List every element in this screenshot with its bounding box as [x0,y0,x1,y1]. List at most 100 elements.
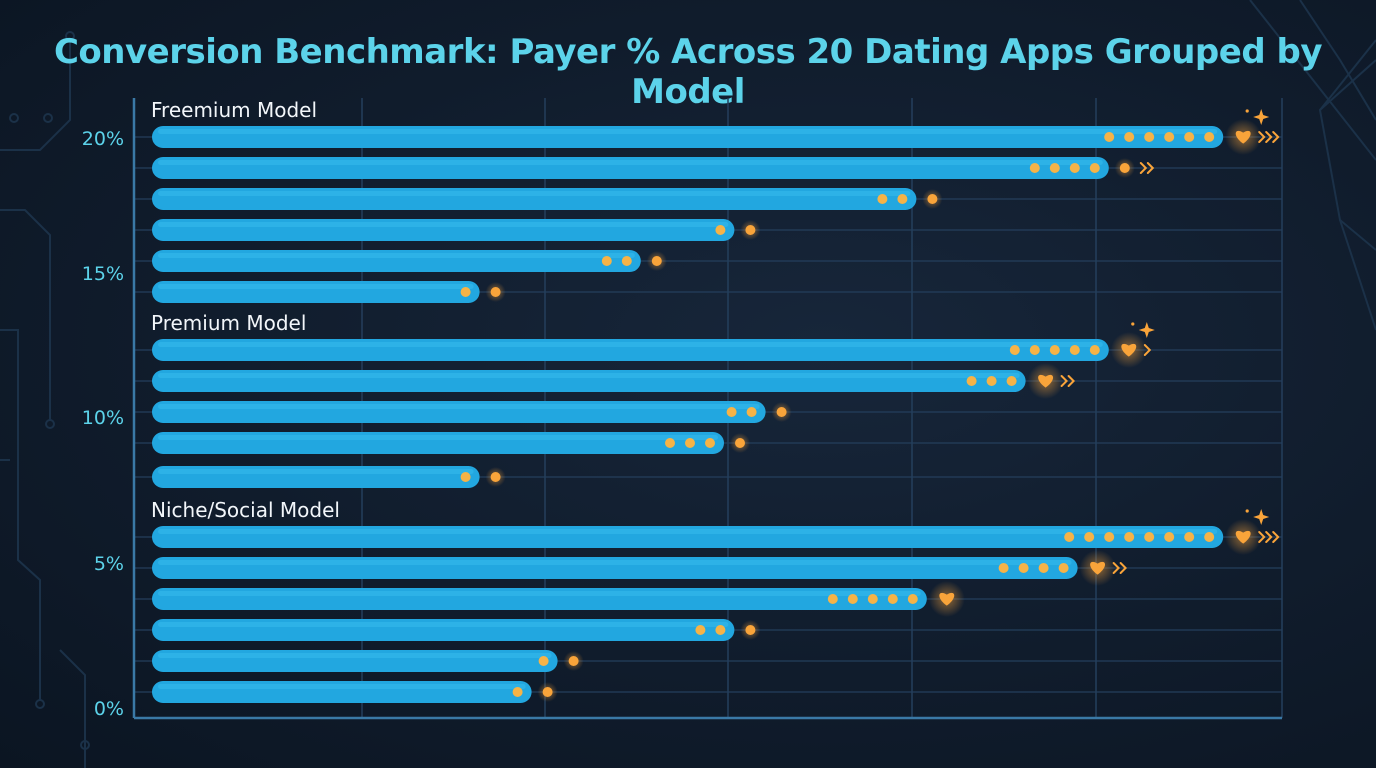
bar [152,401,766,423]
bar-shine [158,684,526,689]
bar-shine [158,129,1218,134]
bar-dot [966,376,977,386]
chevron-icon [1119,562,1128,574]
bar-dot [986,376,997,386]
chart-title: Conversion Benchmark: Payer % Across 20 … [53,32,1323,112]
bar-dot [1204,532,1215,542]
bar-dot [907,594,918,604]
bar-dot [1049,345,1060,355]
bar-dot [1144,532,1155,542]
chevron-icon [1258,131,1266,143]
bar-dot [1006,376,1017,386]
bar-dot [621,256,632,266]
chevron-icon [1143,344,1152,356]
bar-dot [1089,345,1100,355]
bar-dot [887,594,898,604]
heart-icon [1235,130,1251,144]
bar-shine [158,342,1103,347]
bar-dot [1184,132,1195,142]
bar-shine [158,469,474,474]
bar-dot [1064,532,1075,542]
bar-dot [460,472,471,482]
bar-shine [158,622,729,627]
bars [152,126,1224,703]
bar-shine [158,435,718,440]
bar-dot [998,563,1009,573]
heart-icon [1121,343,1137,357]
bar-dot [1038,563,1049,573]
end-dot [1119,163,1130,173]
bar [152,681,532,703]
end-dot [776,407,787,417]
bar-dot [1018,563,1029,573]
bar-shine [158,253,635,258]
bar-dot [726,407,737,417]
bar-dot [1058,563,1069,573]
bar-dot [877,194,888,204]
bar-dot [695,625,706,635]
heart-icon [1090,561,1106,575]
end-dot [542,687,553,697]
group-labels: Freemium Model Premium Model Niche/Social … [151,98,340,522]
bar [152,588,927,610]
chevron-icon [1146,162,1155,174]
bar [152,188,917,210]
chevron-icon [1272,131,1280,143]
bar-decorations [460,109,1280,702]
group-label: Freemium Model [151,98,317,122]
bar [152,370,1026,392]
sparkle-icon [1138,322,1155,338]
bar-dot [1124,532,1135,542]
bar-dot [1029,345,1040,355]
bar [152,526,1224,548]
bar-dot [1009,345,1020,355]
end-dot [927,194,938,204]
bar-dot [827,594,838,604]
bar-shine [158,653,552,658]
bar-shine [158,591,921,596]
bar [152,339,1109,361]
bar [152,281,480,303]
group-label: Premium Model [151,311,306,335]
bar [152,126,1224,148]
end-dot [490,472,501,482]
bar [152,466,480,488]
end-dot [735,438,745,448]
chevron-icon [1139,162,1148,174]
bar [152,650,558,672]
bar [152,157,1109,179]
heart-icon [1038,374,1054,388]
bar-shine [158,404,760,409]
bar-dot [897,194,908,204]
bar [152,557,1078,579]
end-dot [745,625,756,635]
bar-dot [1089,163,1100,173]
bar-shine [158,222,729,227]
bar-dot [1164,532,1175,542]
bar [152,432,724,454]
bar-shine [158,284,474,289]
bar-dot [1029,163,1040,173]
axes [132,98,1282,720]
y-tick-label: 5% [94,553,124,575]
heart-icon [939,592,955,606]
bar-dot [1164,132,1175,142]
bar-dot [1069,163,1080,173]
y-tick-label: 15% [82,263,124,285]
sparkle-icon [1253,109,1270,125]
bar-dot [685,438,695,448]
chevron-icon [1112,562,1121,574]
sparkle-dot [1131,322,1135,326]
bar-dot [601,256,612,266]
chevron-icon [1067,375,1076,387]
bar [152,250,641,272]
bar-dot [746,407,757,417]
y-tick-label: 20% [82,128,124,150]
y-tick-label: 10% [82,407,124,429]
bar-dot [538,656,549,666]
bar-dot [1104,532,1115,542]
bar-dot [1104,132,1115,142]
